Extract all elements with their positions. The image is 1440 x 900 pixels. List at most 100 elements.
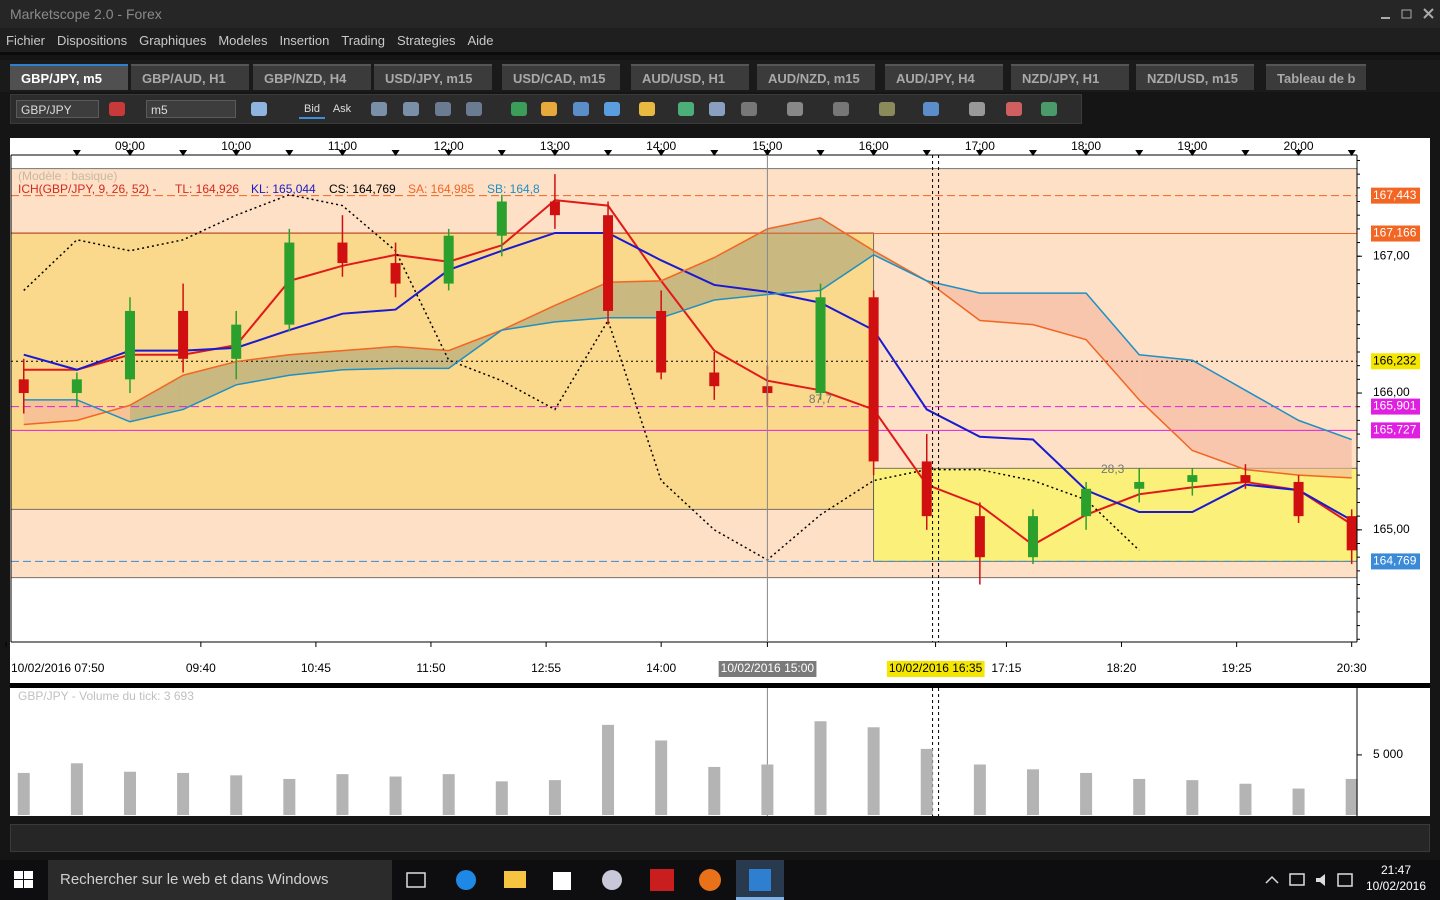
separator <box>10 683 1430 688</box>
icon[interactable] <box>511 102 527 116</box>
tab[interactable]: USD/CAD, m15 <box>502 64 620 90</box>
menu-item[interactable]: Modeles <box>218 33 268 48</box>
x-tick-label: 10:00 <box>221 139 251 153</box>
minor-tick <box>816 150 825 156</box>
tab[interactable]: Tableau de b <box>1266 64 1366 90</box>
icon[interactable] <box>435 102 451 116</box>
price-tag <box>1371 353 1420 370</box>
icon[interactable] <box>466 102 482 116</box>
tab[interactable]: GBP/NZD, H4 <box>253 64 371 90</box>
candle-body <box>815 297 826 394</box>
candle-body <box>231 324 242 359</box>
volume-bar <box>336 774 349 815</box>
search-box[interactable]: Rechercher sur le web et dans Windows <box>48 860 392 900</box>
x-tick-label: 12:00 <box>434 139 464 153</box>
icon[interactable] <box>741 102 757 116</box>
menu-item[interactable]: Trading <box>341 33 385 48</box>
minor-tick <box>1028 150 1037 156</box>
minimize[interactable] <box>1381 17 1390 19</box>
icon[interactable] <box>573 102 589 116</box>
price-tag-label: 165,727 <box>1373 423 1417 437</box>
icon[interactable] <box>833 102 849 116</box>
start-button[interactable] <box>14 871 34 889</box>
candle-body <box>1293 481 1304 517</box>
close[interactable] <box>1423 8 1434 19</box>
tab[interactable]: NZD/USD, m15 <box>1136 64 1254 90</box>
tab[interactable]: AUD/NZD, m15 <box>757 64 875 90</box>
volume-bar <box>761 764 774 815</box>
y-tick-label: 165,00 <box>1373 522 1410 536</box>
menu-item[interactable]: Graphiques <box>139 33 207 48</box>
icon[interactable] <box>787 102 803 116</box>
icon[interactable] <box>109 102 125 116</box>
tab[interactable]: GBP/JPY, m5 <box>10 64 128 90</box>
tab[interactable]: AUD/USD, H1 <box>631 64 749 90</box>
clock-date: 10/02/2016 <box>1365 879 1427 893</box>
icon[interactable] <box>371 102 387 116</box>
icon[interactable] <box>678 102 694 116</box>
icon[interactable] <box>923 102 939 116</box>
timeframe-select[interactable]: m5 <box>146 100 236 118</box>
symbol-select[interactable]: GBP/JPY <box>16 100 99 118</box>
icon[interactable] <box>1006 102 1022 116</box>
firefox[interactable] <box>699 869 721 891</box>
minor-tick <box>922 150 931 156</box>
x-tick-label: 12:55 <box>531 661 561 675</box>
icon[interactable] <box>639 102 655 116</box>
candle-body <box>390 263 401 284</box>
x-tick-label: 11:00 <box>328 139 357 153</box>
cloud <box>1192 360 1246 470</box>
candle-body <box>124 310 135 380</box>
icon[interactable] <box>604 102 620 116</box>
restore[interactable] <box>1401 9 1412 19</box>
x-tick-label: 10/02/2016 15:00 <box>721 661 815 675</box>
x-tick-label: 09:00 <box>115 139 145 153</box>
indicator-line <box>23 217 1352 479</box>
cloud <box>289 350 343 376</box>
indicator-line <box>23 253 1352 441</box>
tab[interactable]: AUD/JPY, H4 <box>885 64 1003 90</box>
candle-body <box>496 201 507 236</box>
icon[interactable] <box>403 102 419 116</box>
volume-bar <box>177 772 190 815</box>
explorer[interactable] <box>504 871 526 888</box>
menu-bar: Fichier Dispositions Graphiques Modeles Inse… <box>0 28 1440 55</box>
menu-item[interactable]: Strategies <box>396 33 456 48</box>
cursor-label-bg <box>718 661 817 677</box>
icon[interactable] <box>251 102 267 116</box>
icon[interactable] <box>879 102 895 116</box>
task-view[interactable] <box>406 872 426 888</box>
bid-button[interactable]: Bid <box>299 99 325 119</box>
icon[interactable] <box>969 102 985 116</box>
menu-item[interactable]: Insertion <box>279 33 330 48</box>
tray-icons <box>1265 873 1353 887</box>
volume-bar <box>389 776 402 815</box>
x-tick <box>550 150 559 156</box>
icon[interactable] <box>541 102 557 116</box>
cloud <box>714 228 768 301</box>
x-tick <box>1188 150 1197 156</box>
tab[interactable]: GBP/AUD, H1 <box>131 64 249 90</box>
candle-body <box>921 461 932 517</box>
ask-button[interactable]: Ask <box>332 103 352 115</box>
app[interactable] <box>602 870 622 890</box>
cloud <box>183 361 237 410</box>
x-tick-label: 15:00 <box>752 139 782 153</box>
minor-tick <box>1347 150 1356 156</box>
menu-item[interactable]: Fichier <box>6 33 46 48</box>
menu-item[interactable]: Dispositions <box>57 33 128 48</box>
app[interactable] <box>650 869 674 891</box>
tab[interactable]: NZD/JPY, H1 <box>1011 64 1129 90</box>
price-tag-label: 167,443 <box>1373 188 1417 202</box>
menu-item[interactable]: Aide <box>467 33 494 48</box>
cloud <box>608 280 662 318</box>
tab-strip: GBP/JPY, m5 GBP/AUD, H1 GBP/NZD, H4 USD/JPY… <box>0 60 1440 92</box>
tab[interactable]: USD/JPY, m15 <box>374 64 492 90</box>
cloud <box>1245 390 1299 476</box>
icon[interactable] <box>709 102 725 116</box>
store[interactable] <box>553 872 571 890</box>
price-tag <box>1371 553 1420 570</box>
candle-body <box>868 297 879 462</box>
edge[interactable] <box>456 870 476 890</box>
icon[interactable] <box>1041 102 1057 116</box>
